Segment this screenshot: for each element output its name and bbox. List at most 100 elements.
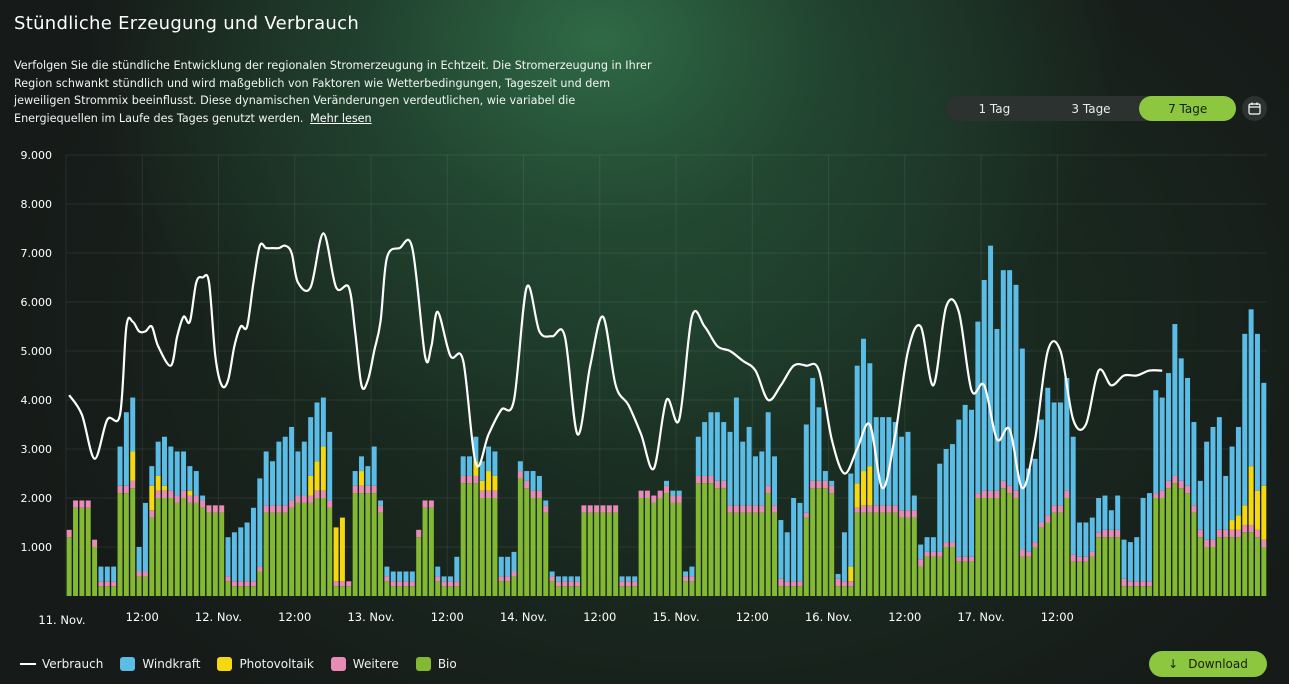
bar-bio	[73, 507, 79, 596]
bar-weitere	[460, 475, 466, 484]
legend-item-bio[interactable]: Bio	[415, 657, 457, 671]
bar-bio	[333, 586, 339, 596]
bar-weitere	[1108, 529, 1114, 538]
bar-windkraft	[841, 532, 847, 582]
more-link[interactable]: Mehr lesen	[310, 111, 372, 125]
bar-weitere	[810, 480, 816, 489]
calendar-button[interactable]	[1242, 96, 1267, 121]
bar-weitere	[1000, 480, 1006, 489]
bar-weitere	[231, 581, 237, 587]
legend-item-weitere[interactable]: Weitere	[330, 657, 399, 671]
bar-weitere	[187, 495, 193, 503]
bar-weitere	[880, 505, 886, 513]
bar-windkraft	[530, 471, 536, 491]
download-button[interactable]: ↓ Download	[1149, 651, 1267, 677]
bar-weitere	[1007, 485, 1013, 494]
bar-bio	[1216, 537, 1222, 596]
bar-weitere	[1051, 505, 1057, 513]
tab-7-tage[interactable]: 7 Tage	[1139, 96, 1237, 121]
bar-windkraft	[695, 436, 701, 476]
bar-windkraft	[664, 480, 669, 486]
bar-bio	[200, 507, 206, 596]
legend-item-photovoltaik[interactable]: Photovoltaik	[217, 657, 314, 671]
bar-photovoltaik	[333, 527, 339, 582]
bar-weitere	[721, 480, 727, 489]
bar-windkraft	[1178, 358, 1184, 481]
bar-bio	[104, 586, 110, 596]
bar-windkraft	[746, 426, 752, 506]
bar-weitere	[1140, 581, 1146, 587]
bar-bio	[975, 498, 981, 596]
bar-windkraft	[181, 451, 187, 491]
bar-bio	[892, 512, 898, 596]
bar-weitere	[149, 510, 155, 518]
bar-bio	[422, 507, 428, 596]
time-range-selector: 1 Tag 3 Tage 7 Tage	[946, 96, 1237, 121]
bar-windkraft	[937, 463, 943, 552]
bar-weitere	[1191, 505, 1197, 513]
bar-windkraft	[104, 566, 110, 582]
bar-windkraft	[778, 520, 784, 579]
bar-bio	[575, 586, 581, 596]
bar-windkraft	[632, 576, 638, 582]
bar-weitere	[339, 581, 345, 587]
bar-bio	[930, 556, 936, 596]
bar-windkraft	[301, 441, 307, 496]
tab-3-tage[interactable]: 3 Tage	[1071, 101, 1111, 116]
bar-weitere	[861, 505, 866, 513]
bar-weitere	[1134, 581, 1140, 587]
bar-windkraft	[536, 475, 542, 491]
bar-windkraft	[791, 498, 797, 582]
bar-windkraft	[740, 441, 746, 506]
bar-weitere	[263, 505, 269, 513]
bar-weitere	[225, 576, 231, 582]
bar-weitere	[587, 505, 593, 513]
bar-weitere	[505, 576, 511, 582]
bar-weitere	[111, 581, 117, 587]
bar-windkraft	[467, 456, 472, 476]
bar-bio	[854, 512, 860, 596]
bar-windkraft	[905, 431, 911, 511]
bar-windkraft	[759, 451, 765, 506]
bar-weitere	[467, 475, 472, 484]
bar-windkraft	[111, 566, 117, 582]
bar-weitere	[479, 490, 485, 498]
bar-windkraft	[1096, 498, 1102, 533]
page-title: Stündliche Erzeugung und Verbrauch	[14, 13, 360, 34]
bar-weitere	[1185, 485, 1191, 494]
bar-bio	[378, 512, 384, 596]
bar-windkraft	[352, 471, 358, 486]
bar-weitere	[600, 505, 606, 513]
bar-windkraft	[320, 397, 326, 447]
bar-weitere	[435, 576, 441, 582]
tab-1-tag[interactable]: 1 Tag	[978, 101, 1011, 116]
legend-item-verbrauch[interactable]: Verbrauch	[20, 657, 103, 671]
bar-windkraft	[1204, 441, 1210, 540]
bar-weitere	[238, 581, 244, 587]
bar-windkraft	[1058, 402, 1063, 506]
bar-bio	[810, 488, 816, 596]
bar-weitere	[918, 559, 924, 567]
bar-bio	[486, 498, 492, 596]
bar-bio	[295, 502, 301, 596]
bar-weitere	[988, 490, 994, 498]
bar-windkraft	[225, 537, 231, 577]
bar-windkraft	[956, 419, 962, 557]
bar-bio	[1204, 547, 1210, 596]
bar-weitere	[244, 581, 250, 587]
bar-weitere	[791, 581, 797, 587]
bar-windkraft	[162, 436, 167, 486]
bar-windkraft	[797, 502, 803, 582]
bar-photovoltaik	[486, 471, 492, 491]
bar-weitere	[619, 581, 625, 587]
bar-windkraft	[822, 471, 828, 481]
bar-windkraft	[899, 436, 905, 511]
legend-swatch-line	[20, 663, 36, 665]
legend-item-windkraft[interactable]: Windkraft	[120, 657, 200, 671]
bar-weitere	[683, 576, 689, 582]
bar-bio	[492, 498, 498, 596]
bar-photovoltaik	[1235, 515, 1241, 530]
bar-bio	[1121, 586, 1127, 596]
bar-windkraft	[1026, 468, 1032, 552]
bar-weitere	[1223, 529, 1229, 538]
